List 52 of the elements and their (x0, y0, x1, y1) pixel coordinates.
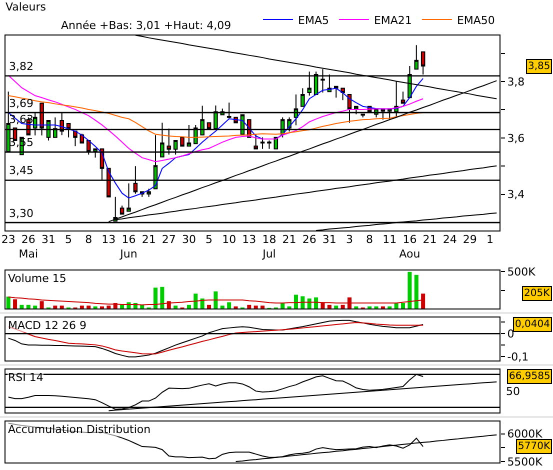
legend-label: EMA21 (374, 14, 412, 27)
y-tick-label: 0 (507, 327, 514, 340)
x-tick-label: 1 (486, 233, 494, 246)
x-tick-label: 10 (222, 233, 236, 246)
x-tick-label: 27 (162, 233, 176, 246)
y-tick-label: 3,6 (507, 132, 525, 145)
x-tick-label: 13 (102, 233, 116, 246)
text: 3,85 (528, 61, 550, 72)
chart-title: MACD 12 26 9 (8, 319, 86, 332)
ref-line-label: 3,30 (9, 207, 34, 220)
x-tick-label: 21 (422, 233, 437, 246)
x-tick-label: 11 (382, 233, 397, 246)
x-tick-label: 3 (346, 233, 353, 246)
x-tick-label: 16 Jun (119, 233, 138, 260)
y-tick-label: 3,8 (507, 75, 525, 88)
text: 50 (506, 385, 520, 398)
x-tick-label: 29 (462, 233, 477, 246)
legend-label: EMA5 (298, 14, 329, 27)
y-tick-label: -0,1 (507, 350, 529, 364)
y-tick-label: 5500K (507, 455, 544, 468)
x-tick-label: 5 (65, 233, 72, 246)
x-tick-label: 21 (142, 233, 156, 246)
x-tick-label: 31 (322, 233, 336, 246)
text: 205K (524, 288, 550, 299)
chart-title: Volume 15 (8, 272, 66, 285)
chart-title: Valeurs (6, 0, 46, 14)
ref-line-label: 3,82 (9, 60, 34, 73)
y-tick-label: 500K (507, 265, 536, 278)
x-tick-label: 13 (242, 233, 256, 246)
chart-title: RSI 14 (8, 371, 44, 384)
x-tick-label: 30 (182, 233, 196, 246)
x-tick-label: 8 (366, 233, 374, 246)
ref-line-label: 3,69 (9, 97, 34, 110)
text: 5770K (518, 441, 550, 452)
chart-subtitle: Année +Bas: 3,01 +Haut: 4,09 (61, 19, 232, 32)
x-tick-label: 23 (1, 233, 16, 246)
x-tick-label: 24 (442, 233, 457, 246)
ref-line-label: 3,45 (9, 164, 34, 177)
y-tick-label: 3,4 (507, 188, 525, 202)
x-tick-label: 5 (206, 233, 213, 246)
x-tick-label: 31 (41, 233, 56, 246)
text: 66,9585 (509, 371, 550, 382)
text: 0,0404 (515, 319, 550, 330)
x-tick-label: 21 (282, 233, 296, 246)
chart-title: Accumulation Distribution (8, 423, 151, 436)
x-tick-label: 26 (302, 233, 316, 246)
x-tick-label: 18 Jul (262, 233, 276, 260)
y-tick-label: 6000K (507, 428, 544, 441)
x-tick-label: 16 Aou (399, 233, 420, 260)
x-tick-label: 8 (85, 233, 92, 246)
legend-label: EMA50 (456, 14, 495, 27)
x-tick-label: 26 Mai (18, 233, 38, 260)
